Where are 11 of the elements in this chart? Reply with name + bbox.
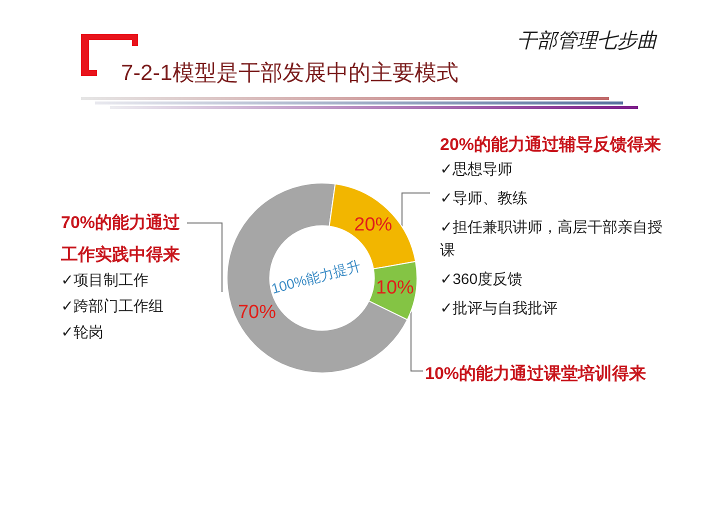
annotation: ✓360度反馈 — [440, 270, 524, 290]
title: 7-2-1模型是干部发展中的主要模式 — [121, 59, 458, 87]
annotation: ✓导师、教练 — [440, 189, 529, 209]
annotation: ✓轮岗 — [61, 323, 105, 343]
annotation: ✓思想导师 — [440, 160, 514, 180]
annotation: ✓担任兼职讲师，高层干部亲自授课 — [440, 218, 664, 261]
annotation: ✓批评与自我批评 — [440, 299, 559, 319]
annotation: ✓项目制工作 — [61, 271, 150, 291]
subtitle: 干部管理七步曲 — [517, 29, 657, 54]
annotation: 100%能力提升 — [270, 257, 362, 297]
annotation: ✓跨部门工作组 — [61, 297, 164, 317]
